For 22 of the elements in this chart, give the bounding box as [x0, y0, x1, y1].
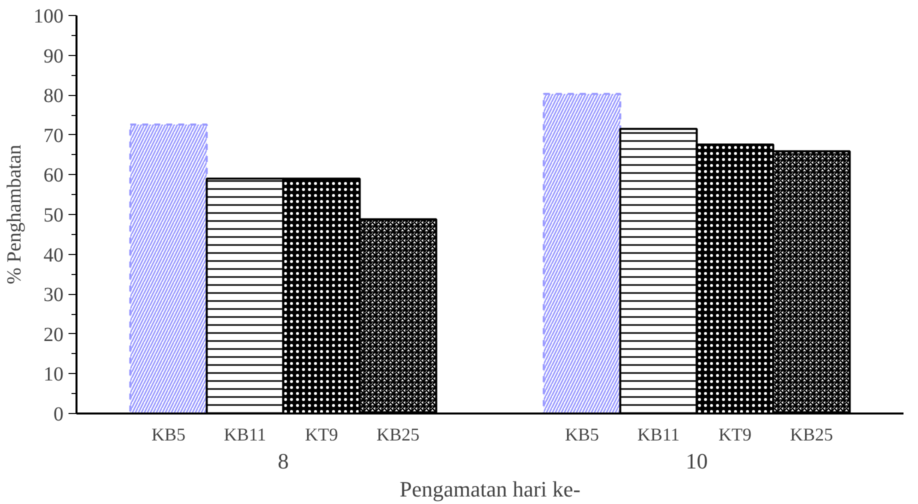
series-label: KB5 — [152, 424, 186, 444]
y-tick-label: 20 — [44, 324, 64, 346]
x-tick-label: 8 — [278, 448, 289, 474]
text: KB11 — [637, 424, 680, 444]
text: KB5 — [565, 424, 600, 444]
y-tick-label: 80 — [44, 85, 64, 108]
y-tick-label: 30 — [44, 284, 64, 306]
text: KB25 — [790, 424, 834, 444]
y-tick-label: 60 — [44, 164, 64, 187]
text: KT9 — [718, 424, 752, 444]
y-tick-label: 100 — [34, 6, 64, 28]
x-axis-title: Pengamatan hari ke- — [400, 476, 580, 502]
series-label: KB11 — [224, 424, 266, 444]
y-tick-label: 70 — [44, 124, 64, 147]
y-tick-label: 0 — [54, 404, 64, 426]
y-tick-label: 90 — [44, 45, 64, 68]
series-label: KB25 — [376, 424, 420, 444]
series-label: KT9 — [305, 424, 338, 444]
y-tick-label: 10 — [44, 364, 64, 386]
y-tick-label: 40 — [44, 244, 64, 266]
y-tick-label: 50 — [44, 204, 64, 226]
y-axis-title: % Penghambatan — [4, 144, 26, 284]
